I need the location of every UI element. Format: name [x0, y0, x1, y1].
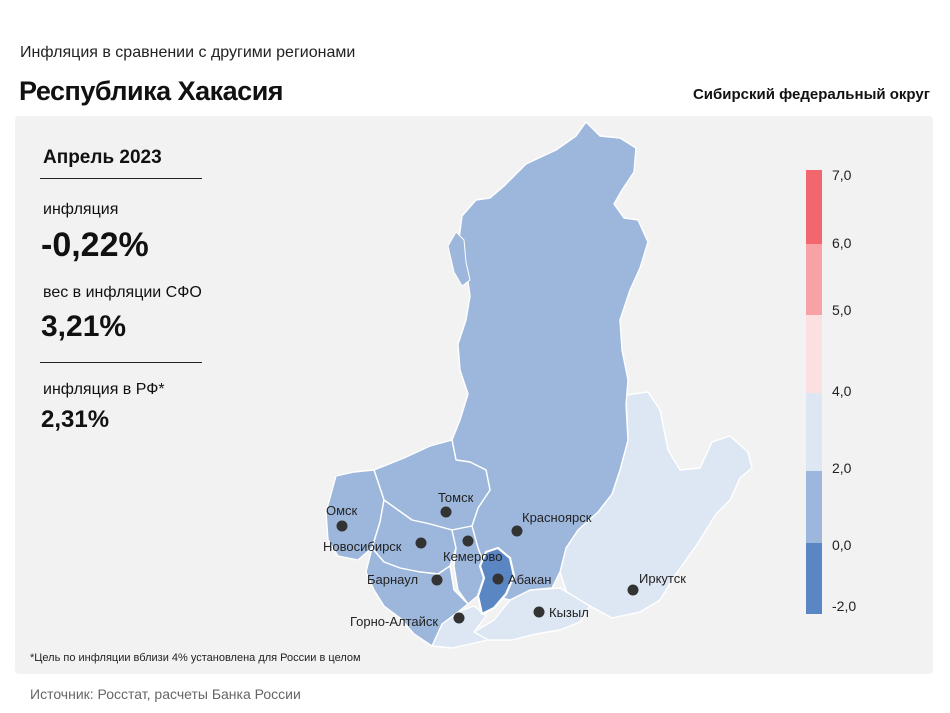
city-marker-kyzyl[interactable]	[533, 606, 545, 618]
city-marker-kemerovo[interactable]	[462, 535, 474, 547]
scale-band-0-2	[806, 471, 822, 543]
rf-inflation-value: 2,31%	[41, 406, 110, 433]
inflation-label: инфляция	[43, 201, 119, 218]
scale-band-2-4	[806, 393, 822, 471]
city-marker-krasnoyarsk[interactable]	[511, 525, 523, 537]
scale-band-6-7	[806, 170, 822, 244]
scale-tick-0: 0,0	[832, 537, 852, 553]
region-kemerovo[interactable]	[451, 525, 487, 605]
city-label-kyzyl: Кызыл	[549, 605, 589, 620]
city-label-novosibirsk: Новосибирск	[323, 539, 402, 554]
region-krasnoyarsk-island	[447, 231, 471, 287]
color-scale	[806, 170, 822, 614]
chart-subtitle: Инфляция в сравнении с другими регионами	[20, 44, 356, 61]
city-marker-abakan[interactable]	[492, 573, 504, 585]
period-label: Апрель 2023	[43, 147, 162, 168]
region-title: Республика Хакасия	[19, 76, 284, 106]
city-label-abakan: Абакан	[508, 572, 551, 587]
scale-tick-5: 5,0	[832, 302, 852, 318]
city-label-tomsk: Томск	[438, 490, 474, 505]
city-marker-irkutsk[interactable]	[627, 584, 639, 596]
scale-band-neg2-0	[806, 543, 822, 614]
city-marker-novosibirsk[interactable]	[415, 537, 427, 549]
city-marker-omsk[interactable]	[336, 520, 348, 532]
city-marker-barnaul[interactable]	[431, 574, 443, 586]
region-krasnoyarsk[interactable]	[451, 121, 649, 601]
city-label-kemerovo: Кемерово	[443, 549, 502, 564]
scale-tick-7: 7,0	[832, 167, 852, 183]
region-altai-krai[interactable]	[365, 547, 469, 647]
city-label-gorno-altaysk: Горно-Алтайск	[350, 614, 438, 629]
divider-bottom	[40, 362, 202, 363]
divider-top	[40, 178, 202, 179]
scale-band-4-5	[806, 315, 822, 393]
scale-tick-6: 6,0	[832, 235, 852, 251]
city-label-barnaul: Барнаул	[367, 572, 418, 587]
scale-tick-neg2: -2,0	[832, 598, 856, 614]
city-marker-gorno-altaysk[interactable]	[453, 612, 465, 624]
weight-label: вес в инфляции СФО	[43, 284, 202, 301]
inflation-value: -0,22%	[41, 226, 149, 264]
scale-tick-2: 2,0	[832, 460, 852, 476]
scale-band-5-6	[806, 244, 822, 315]
city-label-krasnoyarsk: Красноярск	[522, 510, 592, 525]
footnote: *Цель по инфляции вблизи 4% установлена …	[30, 652, 361, 664]
city-marker-tomsk[interactable]	[440, 506, 452, 518]
rf-inflation-label: инфляция в РФ*	[43, 381, 165, 398]
scale-tick-4: 4,0	[832, 383, 852, 399]
source-note: Источник: Росстат, расчеты Банка России	[30, 686, 301, 702]
district-name: Сибирский федеральный округ	[692, 86, 930, 103]
city-label-omsk: Омск	[326, 503, 358, 518]
city-label-irkutsk: Иркутск	[639, 571, 686, 586]
region-tyva[interactable]	[473, 587, 591, 641]
weight-value: 3,21%	[41, 310, 127, 343]
